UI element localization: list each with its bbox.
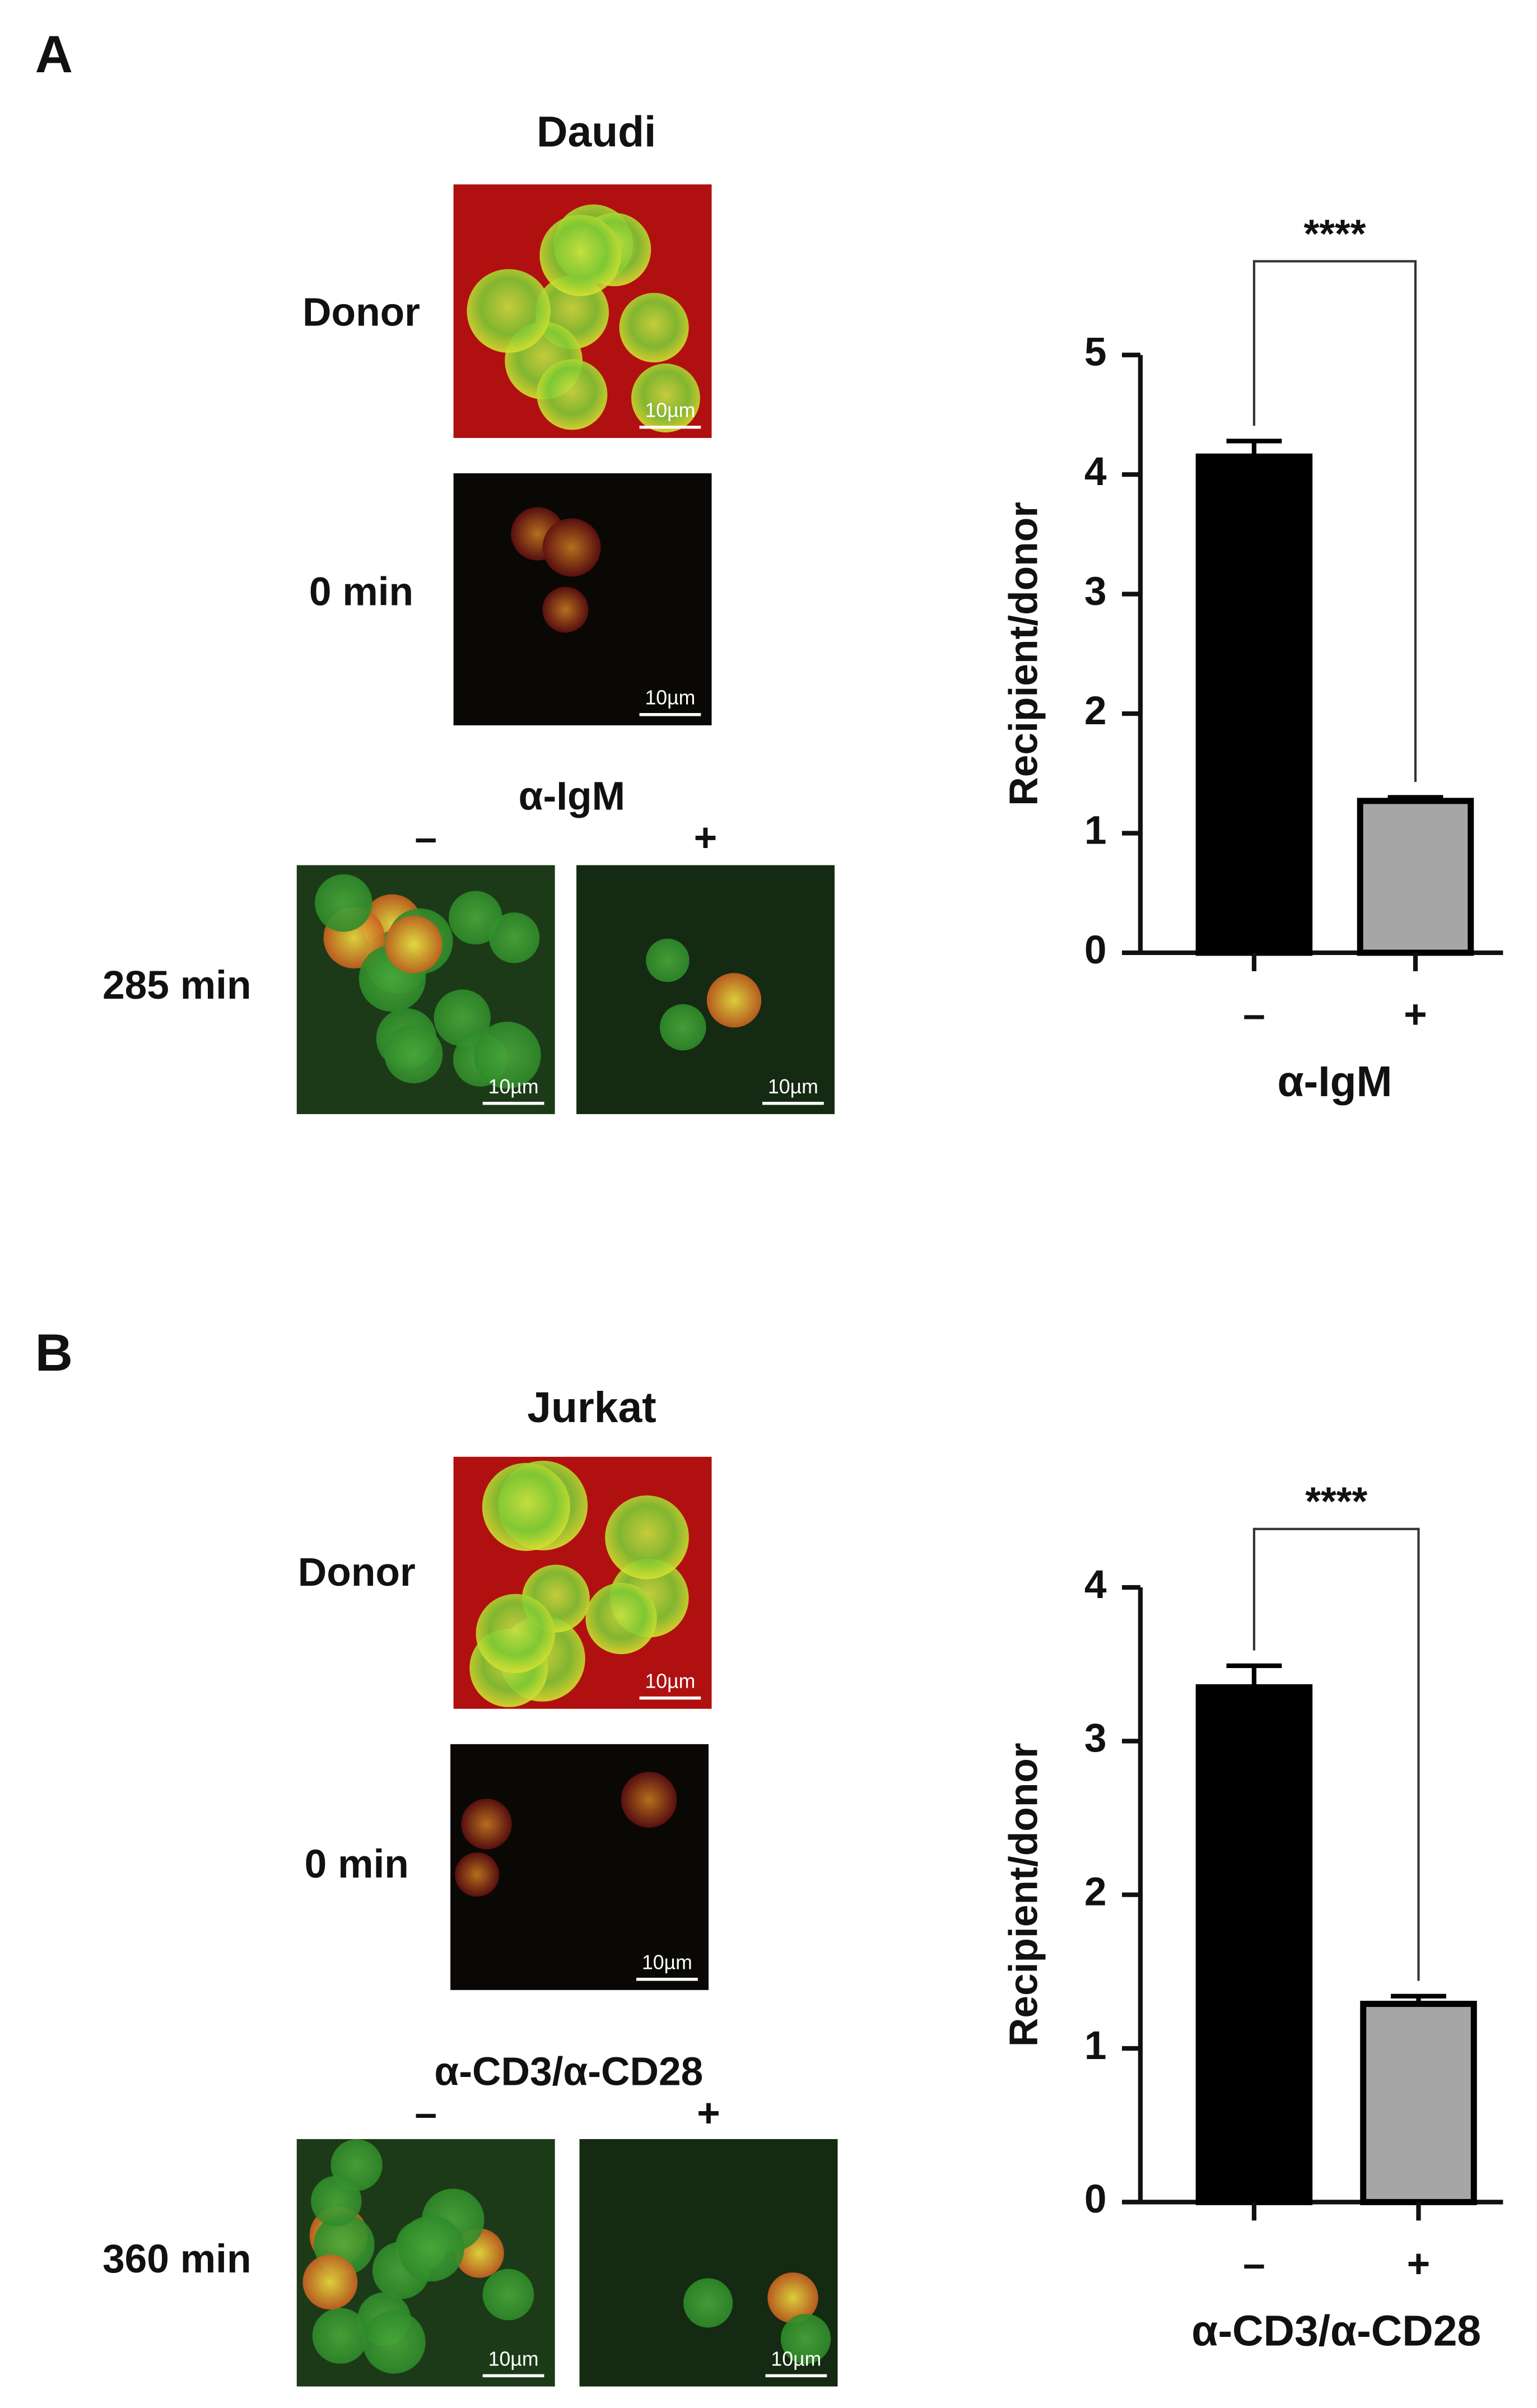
significance-label: **** xyxy=(1305,1479,1367,1524)
scale-bar-label: 10µm xyxy=(642,1951,692,1974)
x-tick-label: + xyxy=(1404,992,1427,1037)
micrograph: 10µm xyxy=(296,865,555,1115)
y-tick-label: 4 xyxy=(1084,449,1107,494)
scale-bar-label: 10µm xyxy=(488,2348,539,2370)
cell-line: Daudi xyxy=(537,108,656,156)
cell xyxy=(631,364,700,432)
cell xyxy=(542,586,589,633)
panel-label: A xyxy=(35,25,73,83)
cell xyxy=(474,1021,541,1089)
bar xyxy=(1357,798,1474,956)
cell xyxy=(488,912,540,963)
cell xyxy=(706,973,762,1028)
significance-bracket xyxy=(1252,260,1417,783)
row-label: Donor xyxy=(298,1550,416,1595)
x-axis-label: α-CD3/α-CD28 xyxy=(1191,2307,1481,2355)
micrograph: 10µm xyxy=(576,865,835,1115)
cell xyxy=(605,1495,689,1580)
row-label: Donor xyxy=(302,290,420,334)
y-axis-label: Recipient/donor xyxy=(1002,502,1046,806)
cell xyxy=(621,1772,677,1828)
x-tick-label: + xyxy=(1407,2241,1431,2286)
y-tick-label: 1 xyxy=(1084,2023,1107,2068)
y-axis-label: Recipient/donor xyxy=(1002,1743,1046,2047)
micrograph: 10µm xyxy=(453,1456,712,1709)
bar xyxy=(1195,1684,1313,2205)
cell xyxy=(659,1004,706,1051)
cell xyxy=(542,518,601,577)
scale-bar-label: 10µm xyxy=(645,1670,695,1693)
cell xyxy=(315,874,372,932)
x-tick-label: – xyxy=(1243,2241,1265,2286)
treatment-label: α-IgM xyxy=(519,774,625,818)
cell xyxy=(683,2278,733,2328)
bar xyxy=(1195,453,1313,956)
condition-label: – xyxy=(414,2091,437,2136)
cell xyxy=(311,2176,362,2227)
cell xyxy=(539,215,621,296)
cell xyxy=(482,1463,570,1551)
y-tick-label: 5 xyxy=(1084,330,1107,375)
cell xyxy=(362,2311,426,2374)
y-tick-label: 2 xyxy=(1084,1870,1107,1915)
condition-label: + xyxy=(697,2091,720,2136)
y-tick-label: 3 xyxy=(1084,569,1107,613)
micrograph: 10µm xyxy=(453,473,712,725)
time-label: 285 min xyxy=(103,963,251,1008)
time-label: 360 min xyxy=(103,2237,251,2281)
condition-label: – xyxy=(414,816,437,860)
row-label: 0 min xyxy=(305,1842,409,1887)
cell xyxy=(780,2314,831,2364)
condition-label: + xyxy=(694,816,718,860)
significance-label: **** xyxy=(1303,211,1366,256)
cell xyxy=(467,269,551,353)
cell xyxy=(619,292,689,363)
y-tick-label: 3 xyxy=(1084,1716,1107,1760)
bar xyxy=(1360,2000,1477,2205)
micrograph: 10µm xyxy=(453,184,712,438)
micrograph: 10µm xyxy=(450,1744,709,1990)
cell-line: Jurkat xyxy=(527,1384,656,1432)
y-tick-label: 0 xyxy=(1084,2177,1107,2221)
cell xyxy=(434,989,491,1046)
micrograph: 10µm xyxy=(296,2139,555,2387)
micrograph: 10µm xyxy=(579,2139,838,2387)
cell xyxy=(384,1024,443,1084)
cell xyxy=(449,891,502,945)
cell xyxy=(482,2269,534,2321)
y-tick-label: 2 xyxy=(1084,688,1107,733)
cell xyxy=(455,1852,500,1897)
cell xyxy=(312,2308,369,2364)
y-tick-label: 0 xyxy=(1084,928,1107,972)
x-axis-label: α-IgM xyxy=(1277,1058,1392,1106)
cell xyxy=(461,1799,512,1850)
row-label: 0 min xyxy=(309,570,413,614)
x-tick-label: – xyxy=(1243,992,1265,1037)
cell xyxy=(646,938,690,982)
cell xyxy=(385,915,443,974)
cell xyxy=(585,1582,657,1655)
panel-label: B xyxy=(35,1324,73,1382)
treatment-label: α-CD3/α-CD28 xyxy=(434,2050,703,2094)
cell xyxy=(537,359,608,430)
y-tick-label: 4 xyxy=(1084,1562,1107,1607)
y-tick-label: 1 xyxy=(1084,808,1107,853)
image-background xyxy=(576,865,835,1115)
scale-bar-label: 10µm xyxy=(771,2348,821,2370)
cell xyxy=(767,2272,818,2323)
scale-bar-label: 10µm xyxy=(488,1075,539,1098)
cell xyxy=(476,1594,555,1673)
scale-bar-label: 10µm xyxy=(645,399,695,422)
scale-bar-label: 10µm xyxy=(768,1075,818,1098)
cell xyxy=(398,2215,464,2282)
scale-bar-label: 10µm xyxy=(645,687,695,709)
cell xyxy=(302,2255,358,2310)
significance-bracket xyxy=(1252,1527,1420,1981)
